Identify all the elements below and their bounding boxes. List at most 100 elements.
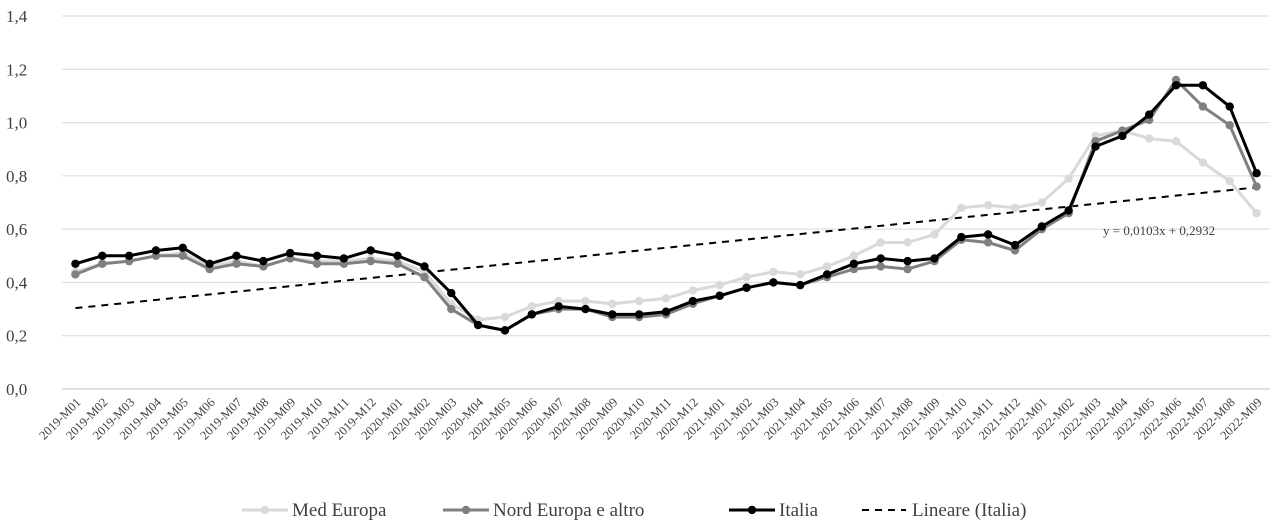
data-point — [1010, 240, 1020, 250]
data-point — [742, 283, 751, 292]
data-point — [1171, 81, 1181, 90]
series-line — [74, 129, 1258, 322]
data-point — [366, 256, 375, 266]
legend-item: Lineare (Italia) — [862, 500, 1026, 521]
legend-item: Nord Europa e altro — [443, 500, 644, 521]
data-point — [1145, 110, 1154, 119]
data-point — [527, 302, 536, 311]
data-point — [259, 256, 268, 266]
trendline-path — [75, 186, 1257, 310]
data-point — [903, 264, 912, 274]
data-point — [1145, 134, 1154, 143]
data-point — [769, 267, 778, 276]
legend-label: Lineare (Italia) — [912, 500, 1026, 521]
data-point — [124, 251, 134, 260]
data-point — [903, 256, 912, 266]
data-point — [930, 254, 939, 263]
data-point — [983, 200, 993, 210]
y-tick-label: 0,6 — [6, 220, 27, 239]
data-point — [1118, 131, 1127, 141]
legend-label: Med Europa — [292, 500, 387, 521]
data-point — [796, 280, 805, 290]
data-point — [581, 304, 590, 314]
data-point — [903, 238, 912, 247]
data-point — [742, 272, 751, 282]
data-point — [876, 238, 885, 247]
legend-marker — [461, 505, 471, 515]
data-point — [312, 251, 322, 260]
data-point — [71, 259, 80, 268]
data-point — [634, 296, 644, 306]
y-tick-label: 1,0 — [6, 114, 27, 133]
series-line — [74, 83, 1258, 332]
legend-label: Italia — [779, 500, 819, 521]
data-point — [1091, 142, 1100, 151]
data-point — [447, 288, 456, 298]
y-tick-label: 1,4 — [6, 7, 28, 26]
data-point — [634, 310, 644, 319]
y-axis: 0,0 0,2 0,4 0,6 0,8 1,0 1,2 1,4 — [6, 7, 28, 399]
data-point — [608, 299, 617, 308]
data-point — [205, 259, 214, 268]
y-tick-label: 0,4 — [6, 273, 28, 292]
data-point — [527, 310, 536, 319]
data-point — [178, 251, 187, 260]
data-point — [447, 304, 456, 314]
data-point — [822, 270, 832, 279]
data-point — [1064, 206, 1073, 215]
data-point — [1010, 203, 1020, 213]
series-italia — [71, 81, 1261, 335]
data-point — [1252, 208, 1261, 218]
data-point — [1037, 198, 1047, 207]
data-point — [608, 310, 617, 319]
data-point — [1198, 102, 1208, 111]
data-point — [715, 291, 724, 300]
data-point — [822, 262, 832, 271]
data-point — [796, 270, 805, 279]
data-point — [1225, 176, 1234, 186]
legend-label: Nord Europa e altro — [493, 500, 644, 521]
data-point — [769, 278, 778, 287]
y-tick-label: 0,2 — [6, 327, 27, 346]
data-point — [366, 246, 375, 255]
data-point — [983, 238, 993, 247]
data-point — [1225, 102, 1234, 111]
legend-item: Italia — [729, 500, 819, 521]
data-point — [500, 312, 510, 322]
data-point — [688, 296, 698, 306]
data-point — [98, 251, 107, 260]
data-point — [339, 254, 349, 263]
legend: Med Europa Nord Europa e altro Italia Linea… — [242, 500, 1026, 521]
trendline — [75, 186, 1257, 310]
data-point — [1198, 158, 1208, 167]
gridlines — [62, 15, 1270, 390]
data-point — [420, 272, 429, 282]
trendline-equation: y = 0,0103x + 0,2932 — [1103, 223, 1215, 238]
data-point — [930, 230, 939, 239]
data-point — [420, 262, 429, 271]
data-point — [1198, 81, 1208, 90]
data-point — [232, 259, 241, 268]
data-point — [849, 259, 859, 268]
data-point — [876, 254, 885, 263]
series-line — [74, 78, 1258, 332]
data-point — [876, 262, 885, 271]
data-point — [285, 248, 295, 258]
data-point — [312, 259, 322, 268]
series-med-europa — [71, 126, 1261, 324]
y-tick-label: 0,0 — [6, 380, 27, 399]
data-point — [71, 270, 80, 279]
data-point — [393, 251, 402, 260]
data-point — [500, 326, 510, 335]
data-point — [1252, 182, 1261, 191]
data-point — [178, 243, 187, 252]
data-point — [715, 280, 724, 290]
data-point — [957, 203, 966, 213]
y-tick-label: 1,2 — [6, 60, 27, 79]
data-point — [661, 307, 671, 316]
data-point — [393, 259, 402, 268]
data-point — [1225, 121, 1234, 130]
legend-marker — [260, 505, 270, 515]
data-point — [957, 232, 966, 242]
